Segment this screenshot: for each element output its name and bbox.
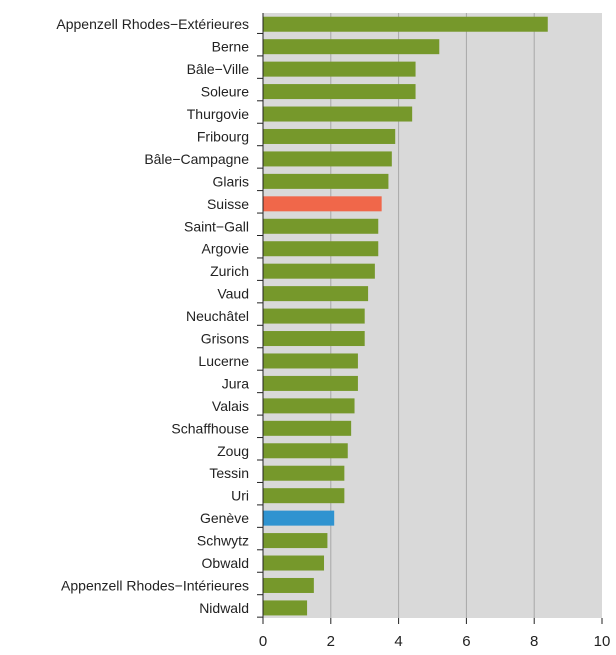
bar bbox=[263, 533, 328, 549]
bar bbox=[263, 577, 314, 593]
category-label: Vaud bbox=[217, 286, 249, 302]
category-label: Lucerne bbox=[198, 353, 249, 369]
bar bbox=[263, 286, 369, 302]
category-label: Bâle−Ville bbox=[187, 61, 250, 77]
bar bbox=[263, 84, 416, 100]
category-label: Uri bbox=[231, 488, 249, 504]
bar bbox=[263, 353, 358, 369]
bar bbox=[263, 151, 392, 167]
x-tick-label: 8 bbox=[530, 633, 538, 650]
bar bbox=[263, 555, 325, 571]
bar bbox=[263, 128, 396, 144]
category-label: Neuchâtel bbox=[186, 308, 249, 324]
x-tick-label: 2 bbox=[327, 633, 335, 650]
category-label: Thurgovie bbox=[187, 106, 249, 122]
category-label: Glaris bbox=[212, 173, 249, 189]
category-label: Obwald bbox=[202, 555, 249, 571]
category-label: Tessin bbox=[209, 465, 249, 481]
category-label: Appenzell Rhodes−Intérieures bbox=[61, 577, 249, 593]
category-label: Saint−Gall bbox=[184, 218, 249, 234]
category-label: Zurich bbox=[210, 263, 249, 279]
category-label: Berne bbox=[212, 39, 250, 55]
category-label: Soleure bbox=[201, 84, 249, 100]
category-label: Suisse bbox=[207, 196, 249, 212]
category-label: Schaffhouse bbox=[171, 420, 249, 436]
bar bbox=[263, 196, 382, 212]
x-tick-label: 4 bbox=[394, 633, 402, 650]
bar bbox=[263, 331, 365, 347]
bar bbox=[263, 263, 375, 279]
category-label: Genève bbox=[200, 510, 249, 526]
bar bbox=[263, 465, 345, 481]
bar bbox=[263, 510, 335, 526]
x-tick-label: 0 bbox=[259, 633, 267, 650]
bar bbox=[263, 106, 413, 122]
x-tick-label: 6 bbox=[462, 633, 470, 650]
category-label: Grisons bbox=[201, 331, 249, 347]
category-label: Valais bbox=[212, 398, 249, 414]
bar bbox=[263, 420, 352, 436]
bar bbox=[263, 398, 355, 414]
category-label: Argovie bbox=[202, 241, 250, 257]
bar bbox=[263, 443, 348, 459]
bar bbox=[263, 375, 358, 391]
bar bbox=[263, 241, 379, 257]
category-label: Bâle−Campagne bbox=[144, 151, 249, 167]
category-label: Schwytz bbox=[197, 533, 249, 549]
bar bbox=[263, 39, 440, 55]
bar bbox=[263, 488, 345, 504]
category-label: Nidwald bbox=[199, 600, 249, 616]
bar bbox=[263, 218, 379, 234]
bar bbox=[263, 61, 416, 77]
bar bbox=[263, 600, 308, 616]
bar bbox=[263, 308, 365, 324]
bar bbox=[263, 173, 389, 189]
category-label: Jura bbox=[222, 375, 249, 391]
bar bbox=[263, 16, 548, 32]
category-label: Appenzell Rhodes−Extérieures bbox=[56, 16, 249, 32]
x-tick-label: 10 bbox=[594, 633, 611, 650]
category-label: Fribourg bbox=[197, 128, 249, 144]
category-label: Zoug bbox=[217, 443, 249, 459]
